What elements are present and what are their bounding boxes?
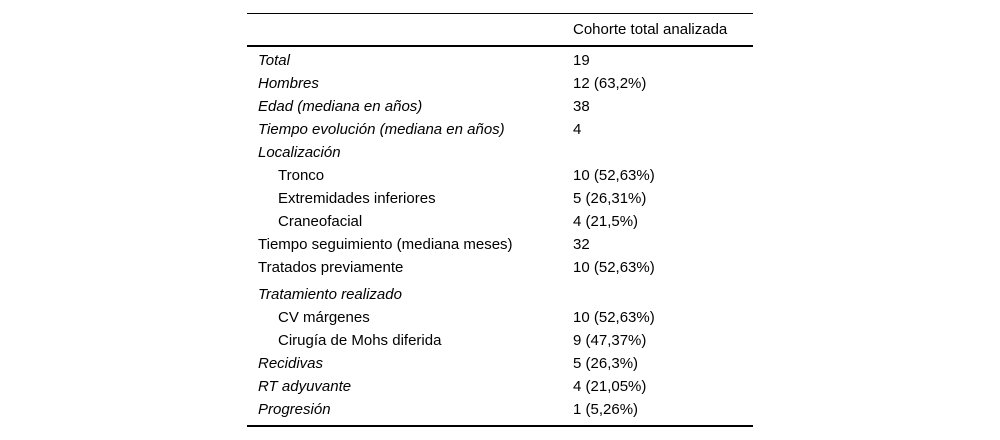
table-row: Hombres 12 (63,2%) — [247, 72, 753, 95]
row-label: Total — [258, 52, 290, 69]
row-value: 9 (47,37%) — [573, 332, 647, 349]
table-row: RT adyuvante 4 (21,05%) — [247, 375, 753, 398]
row-label: Tratados previamente — [258, 259, 404, 276]
row-value: 10 (52,63%) — [573, 259, 655, 276]
row-value: 4 (21,05%) — [573, 378, 647, 395]
row-label: Tratamiento realizado — [258, 286, 402, 303]
row-value: 5 (26,3%) — [573, 355, 639, 372]
row-value: 19 — [573, 52, 590, 69]
row-value: 10 (52,63%) — [573, 309, 655, 326]
row-value: 4 (21,5%) — [573, 213, 639, 230]
column-header-cohorte-total-analizada: Cohorte total analizada — [573, 21, 728, 38]
table-row: Tiempo seguimiento (mediana meses) 32 — [247, 233, 753, 256]
row-label: Hombres — [258, 75, 319, 92]
row-value: 32 — [573, 236, 590, 253]
row-label: Recidivas — [258, 355, 324, 372]
table-row: Tiempo evolución (mediana en años) 4 — [247, 118, 753, 141]
row-label: RT adyuvante — [258, 378, 352, 395]
table-row: CV márgenes 10 (52,63%) — [247, 306, 753, 329]
table-row: Localización — [247, 141, 753, 164]
row-label: Tiempo evolución (mediana en años) — [258, 121, 505, 138]
row-label: Craneofacial — [278, 213, 363, 230]
row-label: Tiempo seguimiento (mediana meses) — [258, 236, 513, 253]
table-row: Edad (mediana en años) 38 — [247, 95, 753, 118]
row-label: CV márgenes — [278, 309, 370, 326]
row-value: 12 (63,2%) — [573, 75, 647, 92]
row-value: 10 (52,63%) — [573, 167, 655, 184]
row-value: 5 (26,31%) — [573, 190, 647, 207]
table-row: Total 19 — [247, 49, 753, 72]
row-label: Cirugía de Mohs diferida — [278, 332, 442, 349]
row-label: Tronco — [278, 167, 325, 184]
table-row: Craneofacial 4 (21,5%) — [247, 210, 753, 233]
row-label: Edad (mediana en años) — [258, 98, 423, 115]
table-row: Tratados previamente 10 (52,63%) — [247, 256, 753, 279]
table-row: Extremidades inferiores 5 (26,31%) — [247, 187, 753, 210]
table-body: Total 19 Hombres 12 (63,2%) Edad (mediana en… — [247, 47, 753, 425]
table-row: Progresión 1 (5,26%) — [247, 398, 753, 421]
row-value: 4 — [573, 121, 582, 138]
row-label: Progresión — [258, 401, 331, 418]
row-value: 38 — [573, 98, 590, 115]
row-label: Extremidades inferiores — [278, 190, 436, 207]
table-header-row: Cohorte total analizada — [247, 14, 753, 47]
row-value: 1 (5,26%) — [573, 401, 639, 418]
table-row: Recidivas 5 (26,3%) — [247, 352, 753, 375]
cohort-table: Cohorte total analizada Total 19 Hombres 12… — [247, 13, 753, 427]
row-label: Localización — [258, 144, 341, 161]
table-row: Tronco 10 (52,63%) — [247, 164, 753, 187]
table-row: Cirugía de Mohs diferida 9 (47,37%) — [247, 329, 753, 352]
table-row: Tratamiento realizado — [247, 283, 753, 306]
